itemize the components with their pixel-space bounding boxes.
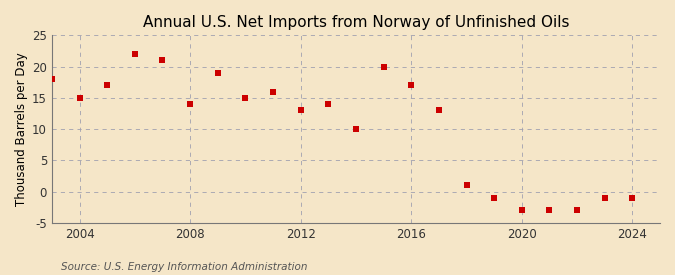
Point (599, 196, 610, 200)
Point (185, 102, 196, 106)
Point (102, 83, 113, 87)
Y-axis label: Thousand Barrels per Day: Thousand Barrels per Day (15, 52, 28, 206)
Point (544, 208, 555, 213)
Point (130, 52, 140, 56)
Point (627, 196, 638, 200)
Point (350, 127, 361, 131)
Point (378, 64, 389, 69)
Point (47, 77, 57, 81)
Point (240, 96, 251, 100)
Text: Source: U.S. Energy Information Administration: Source: U.S. Energy Information Administ… (61, 262, 307, 272)
Point (213, 71, 223, 75)
Point (267, 89, 278, 94)
Point (516, 208, 527, 213)
Point (323, 102, 333, 106)
Point (295, 108, 306, 112)
Point (572, 208, 583, 213)
Point (406, 83, 416, 87)
Title: Annual U.S. Net Imports from Norway of Unfinished Oils: Annual U.S. Net Imports from Norway of U… (142, 15, 569, 30)
Point (489, 196, 500, 200)
Point (74, 96, 85, 100)
Point (157, 58, 168, 62)
Point (461, 183, 472, 188)
Point (433, 108, 444, 112)
